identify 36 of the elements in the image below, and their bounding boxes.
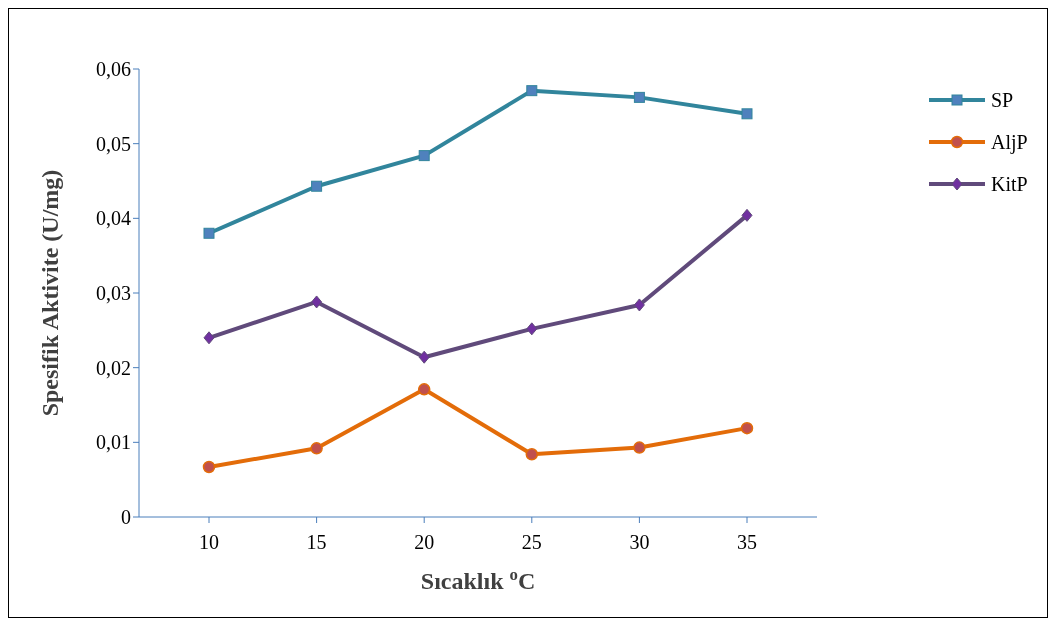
y-tick-label: 0,02 [96,356,131,379]
y-tick-label: 0 [121,506,131,529]
point [741,108,753,120]
point [526,85,538,97]
y-tick-label: 0,05 [96,132,131,155]
legend-label: SP [991,88,1014,112]
point [310,442,323,455]
point [526,322,538,336]
y-tick-label: 0,01 [96,431,131,454]
point [417,383,431,396]
point [202,460,216,474]
y-tick-label: 0,06 [96,58,131,81]
point [418,150,430,162]
point [741,208,753,222]
x-tick-label: 25 [521,531,542,554]
point [525,448,539,461]
point [418,350,430,364]
y-tick-label: 0,03 [96,282,131,305]
legend-label: AljP [991,130,1028,154]
point [311,295,323,309]
x-tick-label: 30 [629,531,650,554]
x-tick-label: 20 [414,531,435,554]
point [203,331,215,345]
y-axis-title: Spesifik Aktivite (U/mg) [36,169,63,417]
point [633,441,646,454]
x-tick-label: 15 [306,531,327,554]
point [633,298,645,312]
point [740,421,754,435]
point [311,180,323,192]
point [203,227,215,239]
x-tick-label: 35 [737,531,757,554]
point [633,91,645,103]
x-axis-title: Sıcaklık $^{o}$C [420,564,536,594]
x-tick-label: 10 [199,531,219,554]
legend-label: KitP [991,172,1028,196]
y-tick-label: 0,04 [96,207,131,230]
